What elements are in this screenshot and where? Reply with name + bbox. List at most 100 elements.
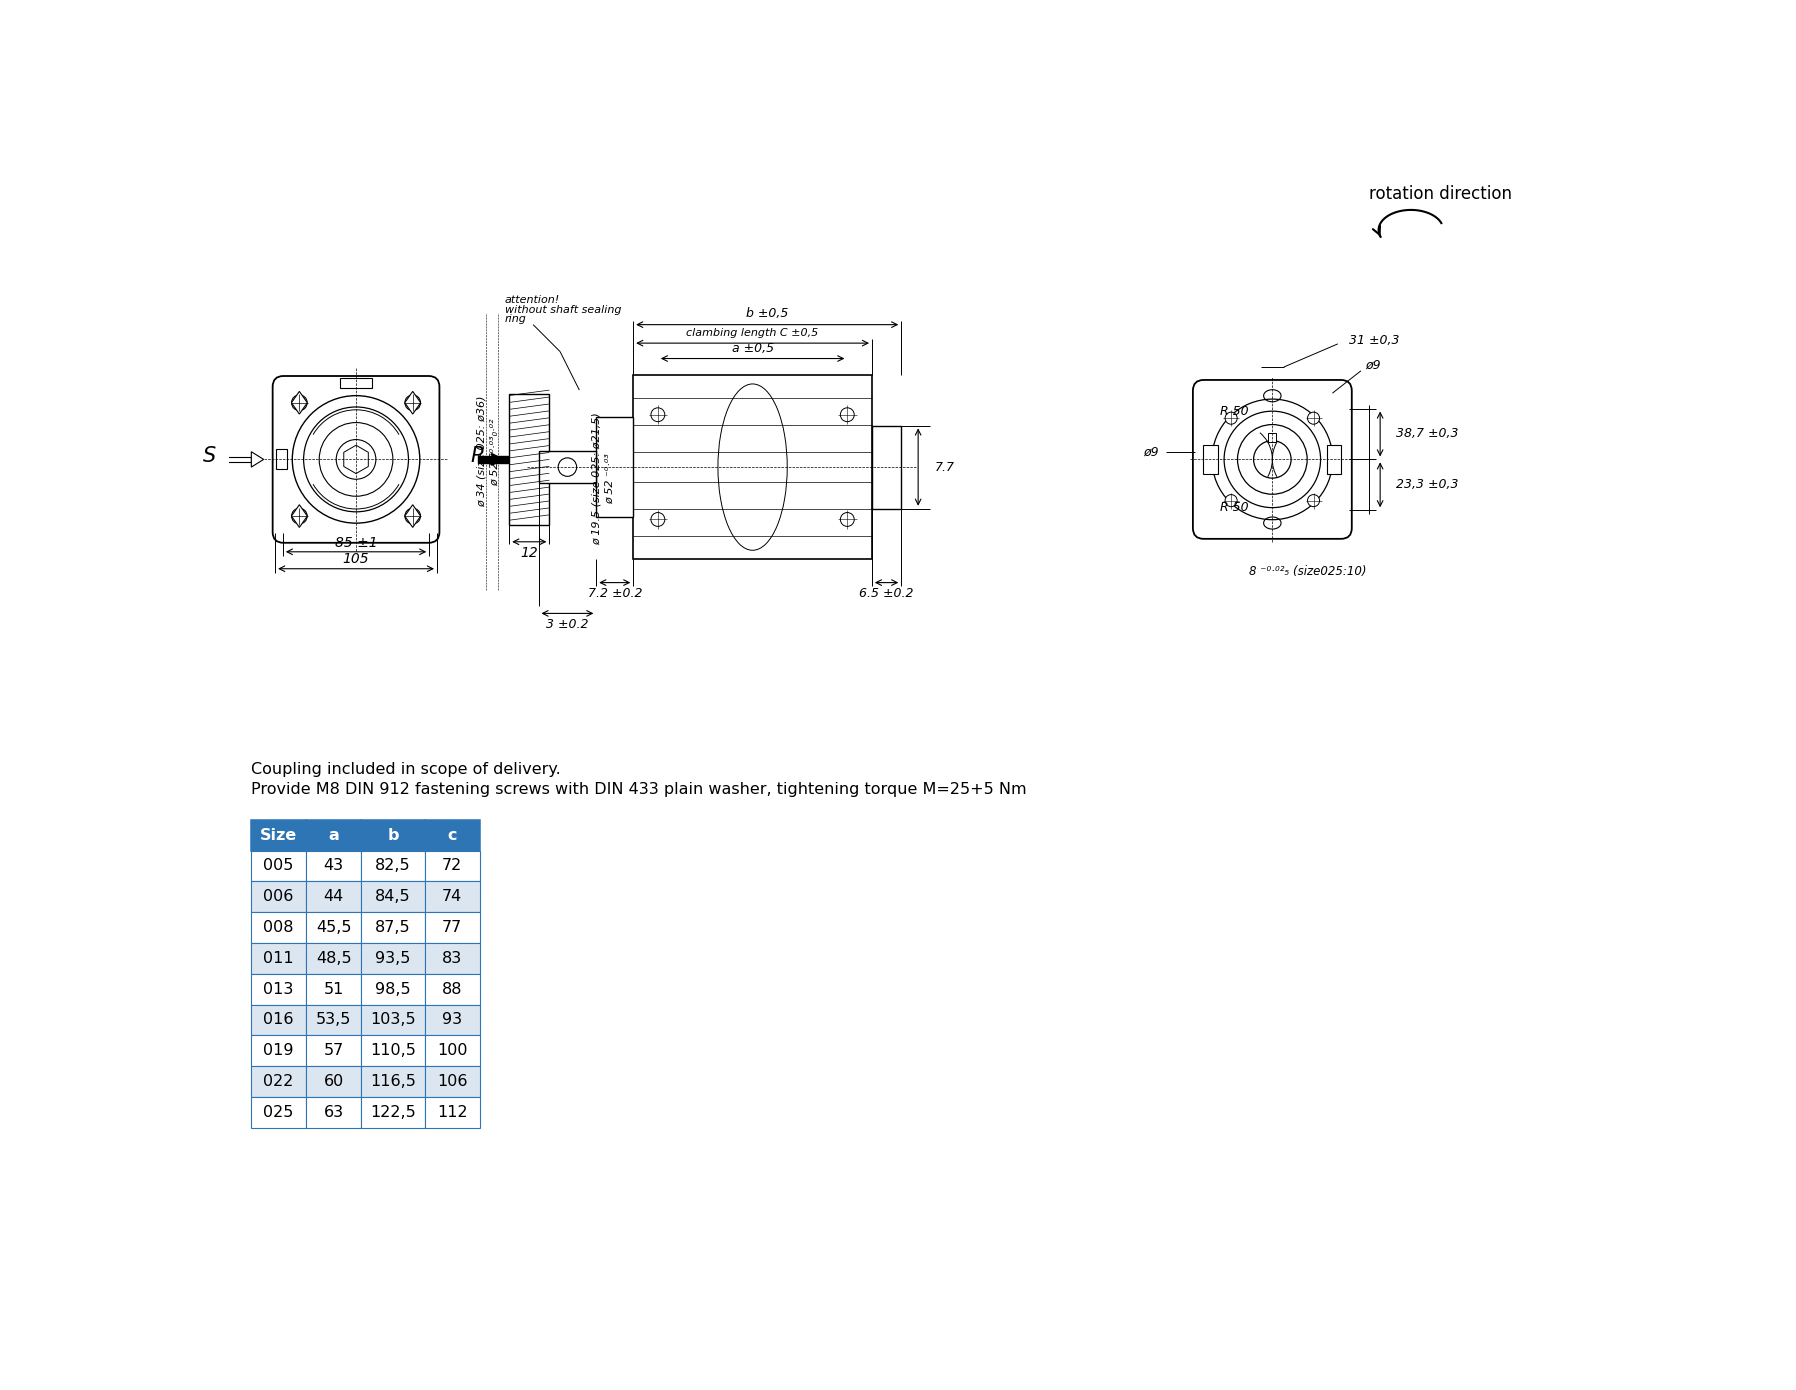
Text: 98,5: 98,5 <box>375 981 411 997</box>
Circle shape <box>1307 495 1320 506</box>
Text: a: a <box>329 827 339 842</box>
Text: 12: 12 <box>521 545 539 560</box>
Bar <box>251 974 305 1005</box>
Text: 23,3 ±0,3: 23,3 ±0,3 <box>1395 478 1458 491</box>
Text: 83: 83 <box>442 951 462 966</box>
Polygon shape <box>291 392 307 414</box>
Text: R 50: R 50 <box>1219 404 1248 418</box>
Bar <box>305 1066 361 1097</box>
Bar <box>251 851 305 881</box>
Text: 84,5: 84,5 <box>375 890 411 905</box>
Bar <box>424 1066 480 1097</box>
Text: 022: 022 <box>262 1074 293 1088</box>
Text: 31 ±0,3: 31 ±0,3 <box>1349 334 1399 346</box>
Bar <box>596 417 634 517</box>
Text: 013: 013 <box>262 981 293 997</box>
Circle shape <box>404 509 420 524</box>
Circle shape <box>1254 441 1291 478</box>
Text: b: b <box>388 827 399 842</box>
Text: 82,5: 82,5 <box>375 859 411 873</box>
Bar <box>424 1097 480 1127</box>
Bar <box>424 942 480 974</box>
Circle shape <box>559 457 577 477</box>
Text: 63: 63 <box>323 1105 343 1120</box>
Text: 6.5 ±0.2: 6.5 ±0.2 <box>858 587 914 600</box>
Bar <box>871 425 902 509</box>
Bar <box>305 942 361 974</box>
Bar <box>539 450 596 484</box>
Bar <box>305 1097 361 1127</box>
Text: 77: 77 <box>442 920 462 935</box>
Circle shape <box>1225 411 1320 507</box>
Circle shape <box>404 395 420 410</box>
Text: 7.7: 7.7 <box>936 460 955 474</box>
Bar <box>361 1097 424 1127</box>
Bar <box>1268 432 1277 442</box>
Bar <box>251 820 305 851</box>
Text: 93: 93 <box>442 1012 462 1027</box>
Circle shape <box>1307 413 1320 424</box>
Circle shape <box>336 439 375 480</box>
Text: S: S <box>203 446 216 466</box>
Bar <box>305 974 361 1005</box>
Bar <box>251 1036 305 1066</box>
Text: R 50: R 50 <box>1219 500 1248 514</box>
Circle shape <box>291 395 307 410</box>
Text: 93,5: 93,5 <box>375 951 411 966</box>
Text: a ±0,5: a ±0,5 <box>731 342 774 354</box>
Text: 45,5: 45,5 <box>316 920 352 935</box>
Text: 53,5: 53,5 <box>316 1012 352 1027</box>
Text: 60: 60 <box>323 1074 343 1088</box>
Text: attention!: attention! <box>505 296 560 306</box>
Text: 116,5: 116,5 <box>370 1074 417 1088</box>
Text: 7.2 ±0.2: 7.2 ±0.2 <box>587 587 641 600</box>
Text: ø 19.5 (size 025: ø21,5): ø 19.5 (size 025: ø21,5) <box>593 413 602 545</box>
Bar <box>305 1005 361 1036</box>
Text: P: P <box>471 446 483 466</box>
Text: 72: 72 <box>442 859 462 873</box>
Text: 025: 025 <box>262 1105 293 1120</box>
Bar <box>424 912 480 942</box>
Text: ø 34 (size 025: ø36): ø 34 (size 025: ø36) <box>476 396 487 507</box>
Text: b ±0,5: b ±0,5 <box>745 307 788 320</box>
Bar <box>1327 445 1342 474</box>
Text: 122,5: 122,5 <box>370 1105 417 1120</box>
Bar <box>305 851 361 881</box>
Bar <box>361 1036 424 1066</box>
Text: 43: 43 <box>323 859 343 873</box>
Circle shape <box>293 396 420 523</box>
Bar <box>424 881 480 912</box>
Bar <box>361 1005 424 1036</box>
Circle shape <box>650 513 665 527</box>
Text: Coupling included in scope of delivery.: Coupling included in scope of delivery. <box>251 762 560 777</box>
Circle shape <box>304 407 408 512</box>
Text: ring: ring <box>505 314 526 324</box>
FancyBboxPatch shape <box>273 377 440 542</box>
Bar <box>510 393 550 525</box>
Polygon shape <box>291 505 307 527</box>
Bar <box>226 457 251 461</box>
Bar <box>339 378 372 388</box>
Text: 105: 105 <box>343 552 370 567</box>
Polygon shape <box>404 392 420 414</box>
Text: 88: 88 <box>442 981 463 997</box>
Circle shape <box>291 509 307 524</box>
Text: ø9: ø9 <box>1365 359 1381 373</box>
Text: 74: 74 <box>442 890 462 905</box>
Text: 85 ±1: 85 ±1 <box>334 535 377 549</box>
Text: 8 ⁻⁰·⁰²₅ (size025:10): 8 ⁻⁰·⁰²₅ (size025:10) <box>1250 564 1367 578</box>
Circle shape <box>1212 399 1333 520</box>
Bar <box>361 851 424 881</box>
Bar <box>305 912 361 942</box>
Text: 87,5: 87,5 <box>375 920 411 935</box>
Bar <box>634 375 871 560</box>
Circle shape <box>650 407 665 421</box>
Bar <box>361 912 424 942</box>
Text: 112: 112 <box>436 1105 467 1120</box>
Polygon shape <box>343 445 368 474</box>
Text: c: c <box>447 827 456 842</box>
Bar <box>251 1005 305 1036</box>
Text: Size: Size <box>260 827 296 842</box>
Bar <box>424 1036 480 1066</box>
Circle shape <box>320 423 393 496</box>
